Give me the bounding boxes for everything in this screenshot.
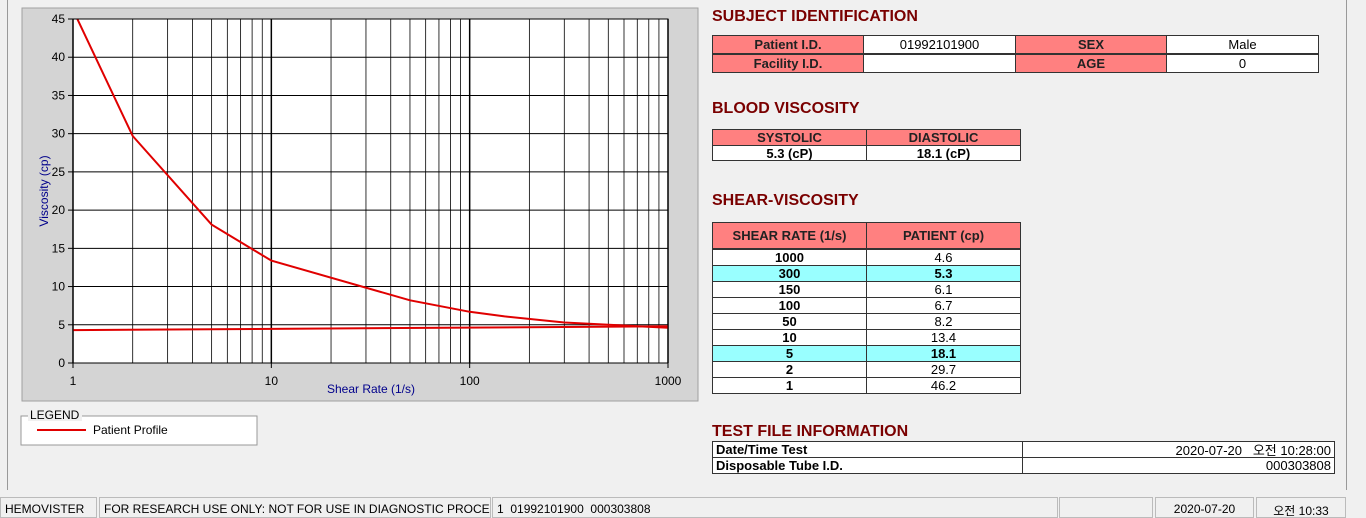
plot-frame (72, 18, 669, 364)
cell-value: 4.6 (866, 249, 1021, 266)
y-tick-label: 0 (58, 356, 65, 370)
right-border (1346, 0, 1347, 490)
legend-label: Patient Profile (93, 423, 168, 437)
field-label: Patient I.D. (712, 35, 864, 54)
x-tick-label: 1 (70, 374, 77, 388)
y-tick-label: 25 (52, 165, 66, 179)
cell-value: 5.3 (cP) (712, 145, 867, 161)
status-panel: 1 01992101900 000303808 (492, 497, 1058, 518)
section-title: SUBJECT IDENTIFICATION (712, 8, 918, 25)
section-title: SHEAR-VISCOSITY (712, 192, 859, 209)
field-label: Date/Time Test (712, 441, 1023, 458)
legend-title-bg (28, 409, 82, 421)
left-border (7, 0, 8, 490)
cell-value: 29.7 (866, 361, 1021, 378)
status-panel: 2020-07-20 (1155, 497, 1254, 518)
y-tick-label: 30 (52, 127, 66, 141)
y-tick-label: 10 (52, 280, 66, 294)
y-axis-label: Viscosity (cp) (37, 155, 51, 226)
column-header: SHEAR RATE (1/s) (712, 222, 867, 249)
series-line (76, 19, 668, 329)
field-label: Disposable Tube I.D. (712, 457, 1023, 474)
y-tick-label: 15 (52, 241, 66, 255)
section-title: TEST FILE INFORMATION (712, 423, 909, 440)
legend-title: LEGEND (30, 408, 80, 422)
cell-value: 46.2 (866, 377, 1021, 394)
x-tick-label: 100 (460, 374, 480, 388)
cell-value: 10 (712, 329, 867, 346)
field-label: AGE (1015, 54, 1167, 73)
field-value (863, 54, 1016, 73)
status-panel: FOR RESEARCH USE ONLY: NOT FOR USE IN DI… (99, 497, 491, 518)
cell-value: 6.7 (866, 297, 1021, 314)
field-label: Facility I.D. (712, 54, 864, 73)
cell-value: 13.4 (866, 329, 1021, 346)
field-value: 01992101900 (863, 35, 1016, 54)
cell-value: 150 (712, 281, 867, 298)
y-tick-label: 20 (52, 203, 66, 217)
status-panel: 오전 10:33 (1256, 497, 1346, 518)
cell-value: 18.1 (866, 345, 1021, 362)
cell-value: 5 (712, 345, 867, 362)
y-tick-label: 40 (52, 50, 66, 64)
status-panel (1059, 497, 1153, 518)
series-line (73, 325, 668, 332)
cell-value: 18.1 (cP) (866, 145, 1021, 161)
cell-value: 8.2 (866, 313, 1021, 330)
field-value: 2020-07-20 오전 10:28:00 (1022, 441, 1335, 458)
cell-value: 100 (712, 297, 867, 314)
status-panel: HEMOVISTER (0, 497, 97, 518)
x-tick-label: 1000 (655, 374, 682, 388)
field-value: 0 (1166, 54, 1319, 73)
column-header: SYSTOLIC (712, 129, 867, 146)
cell-value: 5.3 (866, 265, 1021, 282)
cell-value: 50 (712, 313, 867, 330)
plot-area (73, 19, 668, 363)
y-tick-label: 5 (58, 318, 65, 332)
y-tick-label: 45 (52, 12, 66, 26)
cell-value: 1000 (712, 249, 867, 266)
cell-value: 300 (712, 265, 867, 282)
y-tick-label: 35 (52, 88, 66, 102)
cell-value: 1 (712, 377, 867, 394)
x-axis-label: Shear Rate (1/s) (327, 382, 415, 396)
field-label: SEX (1015, 35, 1167, 54)
x-tick-label: 10 (265, 374, 279, 388)
column-header: DIASTOLIC (866, 129, 1021, 146)
cell-value: 6.1 (866, 281, 1021, 298)
field-value: Male (1166, 35, 1319, 54)
section-title: BLOOD VISCOSITY (712, 100, 860, 117)
cell-value: 2 (712, 361, 867, 378)
column-header: PATIENT (cp) (866, 222, 1021, 249)
chart: Shear Rate (1/s) Viscosity (cp) LEGEND P… (20, 7, 699, 446)
field-value: 000303808 (1022, 457, 1335, 474)
